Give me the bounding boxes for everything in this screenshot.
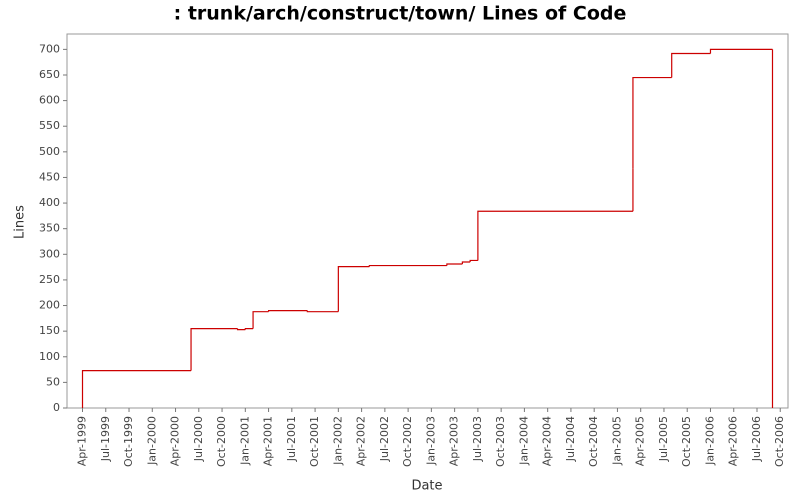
step-segment bbox=[267, 310, 308, 312]
step-segment bbox=[671, 52, 711, 78]
y-tick-label: 200 bbox=[39, 299, 60, 312]
x-tick-label: Oct-2004 bbox=[587, 416, 600, 467]
x-tick-label: Jan-2001 bbox=[238, 416, 251, 466]
step-segment bbox=[368, 264, 447, 267]
step-segment bbox=[446, 263, 463, 266]
y-tick-label: 400 bbox=[39, 196, 60, 209]
step-segment bbox=[81, 370, 192, 408]
x-tick-label: Apr-1999 bbox=[76, 416, 89, 466]
x-tick-label: Oct-2003 bbox=[494, 416, 507, 467]
step-segment bbox=[236, 328, 246, 331]
x-tick-label: Apr-2002 bbox=[355, 416, 368, 466]
x-tick-label: Apr-2005 bbox=[634, 416, 647, 466]
x-tick-label: Oct-2006 bbox=[773, 416, 786, 467]
x-tick-label: Jan-2006 bbox=[703, 416, 716, 466]
y-tick-label: 600 bbox=[39, 94, 60, 107]
y-tick-label: 700 bbox=[39, 42, 60, 55]
x-tick-label: Jul-1999 bbox=[99, 416, 112, 462]
x-tick-label: Oct-2000 bbox=[215, 416, 228, 467]
x-tick-label: Jul-2005 bbox=[657, 416, 670, 462]
y-tick-label: 150 bbox=[39, 324, 60, 337]
x-tick-label: Apr-2003 bbox=[448, 416, 461, 466]
x-tick-label: Jan-2004 bbox=[517, 416, 530, 466]
step-segment bbox=[306, 310, 339, 313]
y-axis-label: Lines bbox=[13, 205, 28, 239]
step-segment bbox=[190, 327, 238, 371]
x-tick-label: Apr-2001 bbox=[262, 416, 275, 466]
x-tick-label: Apr-2004 bbox=[541, 416, 554, 466]
x-tick-label: Oct-2005 bbox=[680, 416, 693, 467]
plot-area bbox=[66, 33, 789, 409]
y-tick-label: 500 bbox=[39, 145, 60, 158]
x-tick-label: Jul-2001 bbox=[285, 416, 298, 462]
y-tick-label: 100 bbox=[39, 350, 60, 363]
step-segment bbox=[337, 265, 370, 312]
x-tick-label: Jul-2006 bbox=[750, 416, 763, 462]
x-axis-label: Date bbox=[411, 479, 442, 494]
x-tick-label: Oct-2001 bbox=[308, 416, 321, 467]
step-segment bbox=[461, 261, 471, 265]
y-tick-label: 550 bbox=[39, 119, 60, 132]
x-tick-label: Jan-2003 bbox=[424, 416, 437, 466]
chart-title: : trunk/arch/construct/town/ Lines of Co… bbox=[174, 3, 627, 25]
x-tick-label: Oct-1999 bbox=[122, 416, 135, 467]
x-tick-label: Oct-2002 bbox=[401, 416, 414, 467]
x-tick-label: Jul-2003 bbox=[471, 416, 484, 462]
y-tick-label: 350 bbox=[39, 222, 60, 235]
x-tick-label: Apr-2006 bbox=[727, 416, 740, 466]
step-segment bbox=[469, 259, 478, 262]
step-segment bbox=[632, 76, 672, 169]
step-segment bbox=[477, 210, 633, 261]
step-segment bbox=[709, 48, 773, 54]
y-tick-label: 0 bbox=[53, 401, 60, 414]
y-tick-label: 650 bbox=[39, 68, 60, 81]
y-tick-label: 300 bbox=[39, 247, 60, 260]
x-tick-label: Jan-2002 bbox=[331, 416, 344, 466]
x-tick-label: Jul-2004 bbox=[564, 416, 577, 462]
x-tick-label: Jul-2002 bbox=[378, 416, 391, 462]
y-tick-label: 450 bbox=[39, 170, 60, 183]
x-tick-label: Jan-2000 bbox=[145, 416, 158, 466]
step-segment bbox=[252, 311, 269, 329]
y-tick-label: 50 bbox=[46, 375, 60, 388]
x-tick-label: Jan-2005 bbox=[610, 416, 623, 466]
y-tick-label: 250 bbox=[39, 273, 60, 286]
step-segment bbox=[244, 327, 254, 330]
x-tick-label: Jul-2000 bbox=[192, 416, 205, 462]
x-tick-label: Apr-2000 bbox=[169, 416, 182, 466]
